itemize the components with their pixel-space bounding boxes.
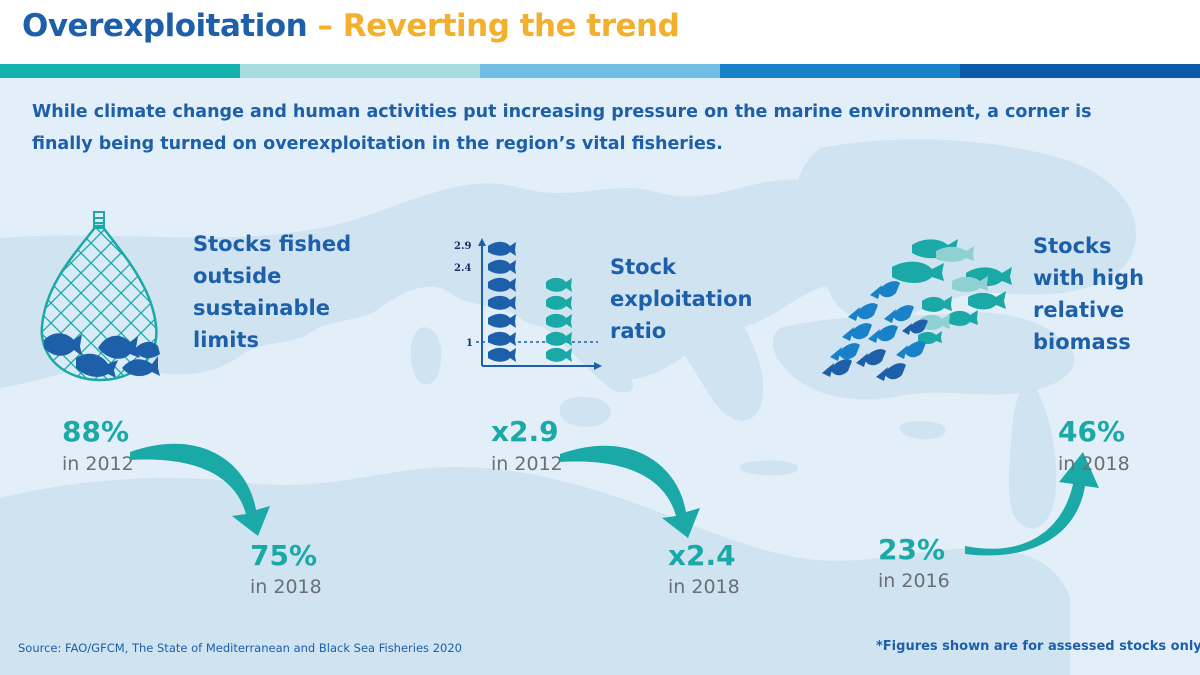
title-sub: Reverting the trend [342, 8, 680, 44]
color-stripe [0, 64, 1200, 78]
mediterranean-map-background [0, 139, 1137, 675]
title-main: Overexploitation [22, 8, 308, 44]
ratio-label-top: 2.9 [454, 241, 471, 252]
stripe-segment [480, 64, 720, 78]
value-23-2016: 23% [878, 533, 946, 566]
source-note: Source: FAO/GFCM, The State of Mediterra… [18, 641, 462, 655]
exploitation-ratio-chart-icon: 2.9 2.4 1 [454, 238, 602, 370]
footnote: *Figures shown are for assessed stocks o… [876, 639, 1200, 654]
trend-up-arrow-icon [965, 452, 1099, 556]
caption-stocks-high-relative-biomass: Stocks with high relative biomass [1033, 234, 1145, 354]
trend-down-arrow-icon [130, 443, 270, 536]
value-x29-2012: x2.9 [491, 415, 559, 448]
year-2016: in 2016 [878, 570, 950, 592]
value-x24-2018: x2.4 [668, 539, 736, 572]
caption-stock-exploitation-ratio: Stock exploitation ratio [610, 255, 753, 343]
caption-stocks-fished-outside-limits: Stocks fished outside sustainable limits [193, 232, 352, 352]
value-88-2012: 88% [62, 415, 130, 448]
year-2018: in 2018 [668, 576, 740, 598]
year-2018: in 2018 [1058, 453, 1130, 475]
content-panel: While climate change and human activitie… [0, 78, 1200, 675]
page-title: Overexploitation – Reverting the trend [22, 8, 680, 44]
value-75-2018: 75% [250, 539, 318, 572]
year-2018: in 2018 [250, 576, 322, 598]
fish-school-icon [822, 239, 1012, 381]
value-46-2018: 46% [1058, 415, 1126, 448]
trend-down-arrow-icon [560, 445, 700, 538]
ratio-label-mid: 2.4 [454, 263, 471, 274]
stripe-segment [720, 64, 960, 78]
title-dash: – [307, 8, 343, 44]
ratio-label-ref: 1 [466, 338, 473, 349]
year-2012: in 2012 [491, 453, 563, 475]
stripe-segment [960, 64, 1200, 78]
fishing-net-icon [40, 211, 160, 382]
intro-paragraph: While climate change and human activitie… [32, 102, 1092, 154]
stripe-segment [0, 64, 240, 78]
header: Overexploitation – Reverting the trend [0, 0, 1200, 64]
year-2012: in 2012 [62, 453, 134, 475]
stripe-segment [240, 64, 480, 78]
